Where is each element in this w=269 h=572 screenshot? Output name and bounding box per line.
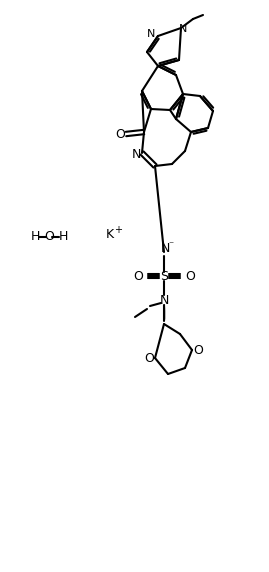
Text: O: O (115, 128, 125, 141)
Text: K: K (106, 228, 114, 241)
Text: N: N (159, 293, 169, 307)
Text: +: + (114, 225, 122, 235)
Text: H: H (30, 231, 40, 244)
Text: O: O (185, 269, 195, 283)
Text: O: O (44, 231, 54, 244)
Text: N: N (179, 24, 187, 34)
Text: S: S (160, 269, 168, 283)
Text: O: O (193, 344, 203, 356)
Text: H: H (58, 231, 68, 244)
Text: O: O (144, 352, 154, 364)
Text: O: O (133, 269, 143, 283)
Text: ⁻: ⁻ (168, 240, 174, 250)
Text: N: N (160, 241, 170, 255)
Text: N: N (131, 149, 141, 161)
Text: N: N (147, 29, 155, 39)
